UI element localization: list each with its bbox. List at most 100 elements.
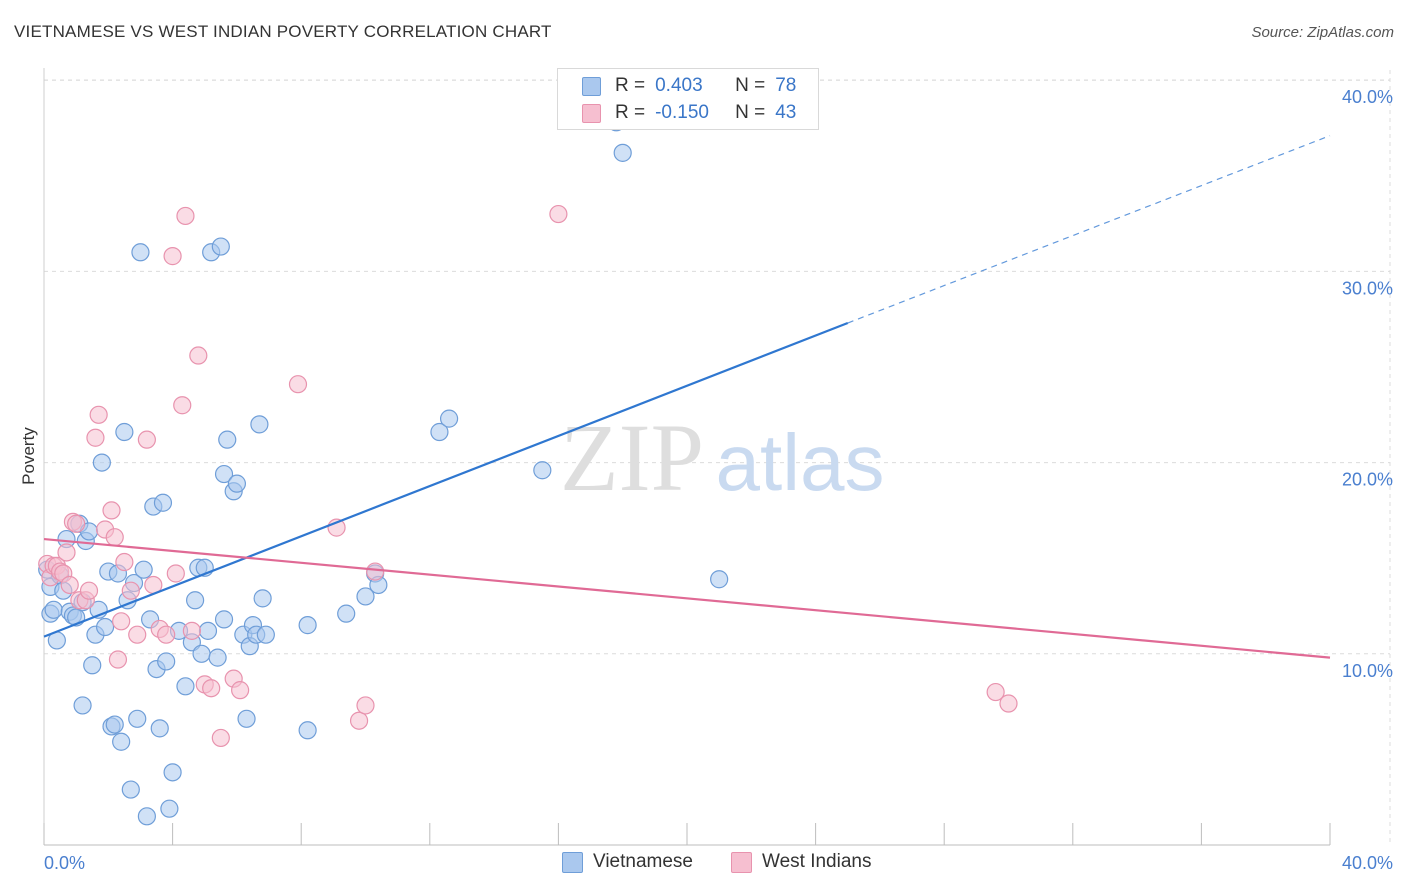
west-indians-point (163, 247, 182, 266)
west-indians-point (211, 728, 230, 748)
vietnamese-point (92, 453, 111, 472)
vietnamese-point (163, 763, 182, 782)
watermark-zip: ZIP (560, 404, 704, 511)
vietnamese-point (112, 732, 131, 751)
vietnamese-point (150, 719, 169, 738)
west-indians-trend-line (43, 537, 1331, 659)
vietnamese-point (73, 696, 92, 715)
west-indians-point (182, 621, 201, 640)
west-indians-point (128, 625, 147, 644)
west-indians-point (166, 564, 185, 583)
n-value: 78 (775, 75, 797, 96)
x-tick-label: 0.0% (44, 853, 85, 873)
west-indians-point (89, 405, 108, 424)
vietnamese-trend-extension (847, 135, 1331, 324)
y-axis-label: Poverty (19, 427, 38, 485)
vietnamese-point (256, 625, 275, 644)
vietnamese-point (105, 715, 124, 734)
west-indians-point (102, 501, 121, 520)
vietnamese-point (192, 644, 211, 663)
vietnamese-point (198, 621, 218, 640)
vietnamese-point (83, 656, 102, 675)
west-indians-legend-swatch (731, 851, 752, 873)
west-indians-point (349, 711, 369, 730)
r-value: 0.403 (655, 75, 703, 96)
west-indians-legend-label: West Indians (762, 851, 872, 872)
grid-lines (44, 70, 1391, 845)
n-value: 43 (775, 102, 797, 123)
y-tick-label: 40.0% (1342, 87, 1393, 107)
west-indians-point (115, 552, 134, 572)
x-tick-label: 40.0% (1342, 853, 1393, 873)
west-indians-point (356, 696, 375, 715)
west-indians-point (189, 346, 208, 365)
west-indians-point (108, 650, 128, 669)
vietnamese-point (337, 604, 356, 623)
vietnamese-point (430, 422, 449, 442)
west-indians-point (67, 514, 86, 533)
vietnamese-legend-swatch (562, 851, 583, 873)
west-indians-point (999, 694, 1018, 713)
bottom-legend-west-indians[interactable]: West Indians (731, 851, 871, 873)
vietnamese-point (95, 617, 115, 637)
vietnamese-trend-line (43, 321, 849, 638)
axes (43, 68, 1331, 846)
r-value: -0.150 (655, 102, 709, 123)
vietnamese-point (134, 560, 153, 579)
vietnamese-point (157, 652, 176, 671)
west-indians-point (986, 682, 1005, 702)
vietnamese-point (298, 721, 317, 740)
west-indians-point (57, 543, 76, 562)
vietnamese-point (186, 591, 205, 610)
west-indians-point (86, 428, 105, 447)
n-label: N = (735, 102, 766, 123)
y-tick-label: 10.0% (1342, 661, 1393, 681)
vietnamese-point (208, 648, 227, 667)
vietnamese-point (153, 493, 173, 512)
west-indians-point (60, 575, 79, 595)
vietnamese-point (237, 709, 256, 728)
vietnamese-point (218, 430, 237, 449)
vietnamese-point (533, 461, 552, 480)
vietnamese-point (227, 474, 246, 493)
trend-lines (43, 135, 1331, 659)
west-indians-point (157, 625, 176, 644)
n-label: N = (735, 75, 766, 96)
vietnamese-point (356, 587, 375, 606)
west-indians-point (176, 206, 195, 226)
chart-title: VIETNAMESE VS WEST INDIAN POVERTY CORREL… (14, 22, 552, 41)
west-indians-point (173, 396, 192, 415)
vietnamese-point (613, 143, 632, 162)
west-indians-point (79, 581, 99, 600)
west-indians-point (137, 430, 156, 449)
vietnamese-point (253, 589, 272, 608)
west-indians-swatch (582, 103, 601, 123)
legend-row-west-indians: R = -0.150 N = 43 (582, 101, 796, 125)
vietnamese-point (131, 243, 150, 262)
vietnamese-point (128, 709, 147, 728)
watermark-atlas: atlas (716, 418, 885, 507)
vietnamese-swatch (582, 76, 601, 96)
vietnamese-point (214, 464, 234, 484)
west-indians-point (121, 581, 140, 600)
y-tick-label: 30.0% (1342, 278, 1393, 298)
data-points (38, 113, 1018, 826)
west-indians-point (366, 562, 385, 581)
legend-row-vietnamese: R = 0.403 N = 78 (582, 74, 796, 98)
vietnamese-point (160, 799, 179, 818)
tick-labels: 10.0% 20.0% 30.0% 40.0% 0.0% 40.0% (44, 87, 1393, 873)
west-indians-point (549, 204, 568, 224)
west-indians-point (202, 679, 221, 698)
source-label: Source: ZipAtlas.com (1251, 24, 1394, 41)
y-tick-label: 20.0% (1342, 470, 1393, 490)
vietnamese-point (115, 422, 134, 442)
vietnamese-point (137, 807, 156, 826)
west-indians-point (288, 375, 308, 394)
bottom-legend-vietnamese[interactable]: Vietnamese (562, 851, 693, 873)
vietnamese-point (250, 415, 269, 434)
vietnamese-point (44, 600, 63, 619)
west-indians-point (112, 612, 131, 631)
vietnamese-point (176, 677, 195, 696)
vietnamese-point (214, 610, 234, 629)
r-label: R = (615, 102, 646, 123)
